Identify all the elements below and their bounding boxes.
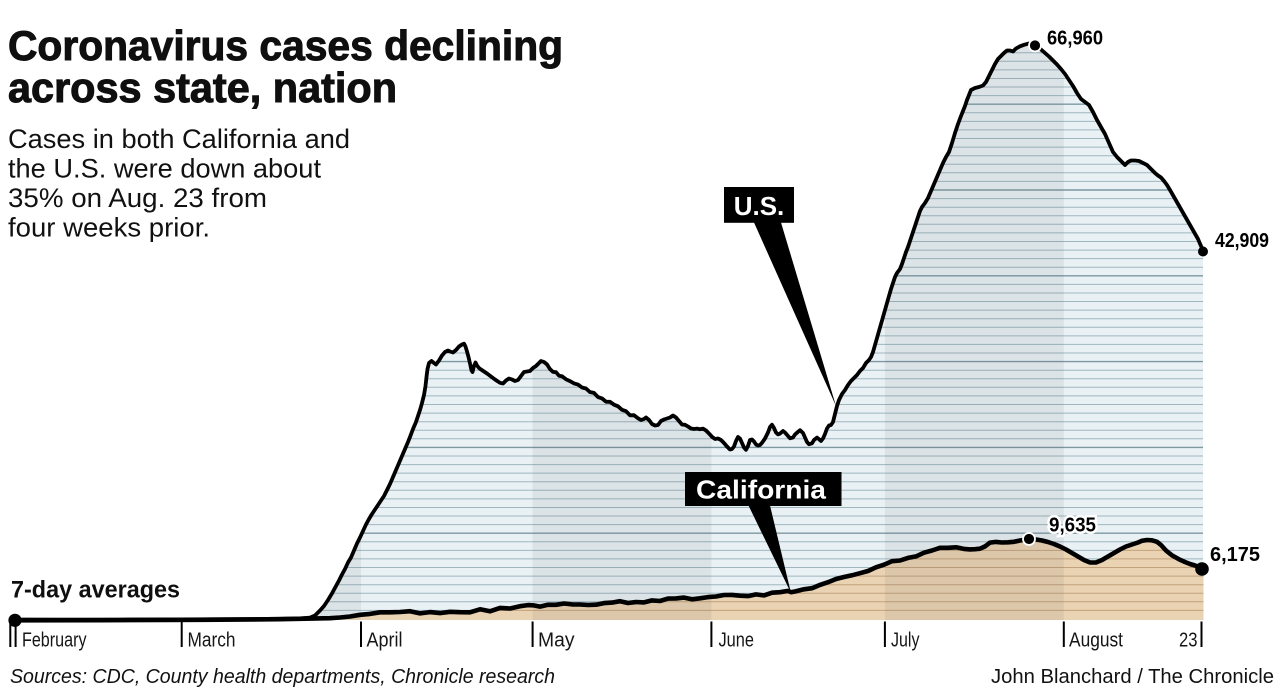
svg-text:Sources: CDC, County health de: Sources: CDC, County health departments,… <box>10 666 555 688</box>
svg-text:May: May <box>538 629 575 652</box>
svg-text:February: February <box>22 629 87 652</box>
svg-text:7-day averages: 7-day averages <box>11 577 180 604</box>
svg-text:Cases in both California and: Cases in both California and <box>8 124 350 154</box>
svg-text:March: March <box>188 629 236 652</box>
svg-text:four weeks prior.: four weeks prior. <box>8 213 210 243</box>
svg-text:across state, nation: across state, nation <box>8 64 397 111</box>
svg-text:66,960: 66,960 <box>1047 28 1103 50</box>
svg-text:35% on Aug. 23 from: 35% on Aug. 23 from <box>8 183 267 213</box>
svg-text:August: August <box>1069 629 1123 652</box>
svg-text:42,909: 42,909 <box>1215 230 1269 252</box>
svg-text:U.S.: U.S. <box>734 191 785 221</box>
svg-text:Coronavirus cases declining: Coronavirus cases declining <box>8 22 563 69</box>
svg-text:9,635: 9,635 <box>1049 515 1096 537</box>
svg-text:California: California <box>696 475 827 505</box>
svg-text:the U.S. were down about: the U.S. were down about <box>8 154 321 184</box>
svg-text:6,175: 6,175 <box>1210 544 1260 566</box>
svg-text:John Blanchard / The Chronicle: John Blanchard / The Chronicle <box>991 666 1274 688</box>
svg-text:June: June <box>719 629 755 652</box>
svg-text:23: 23 <box>1179 629 1198 652</box>
svg-text:April: April <box>367 629 403 652</box>
svg-text:July: July <box>891 629 920 652</box>
